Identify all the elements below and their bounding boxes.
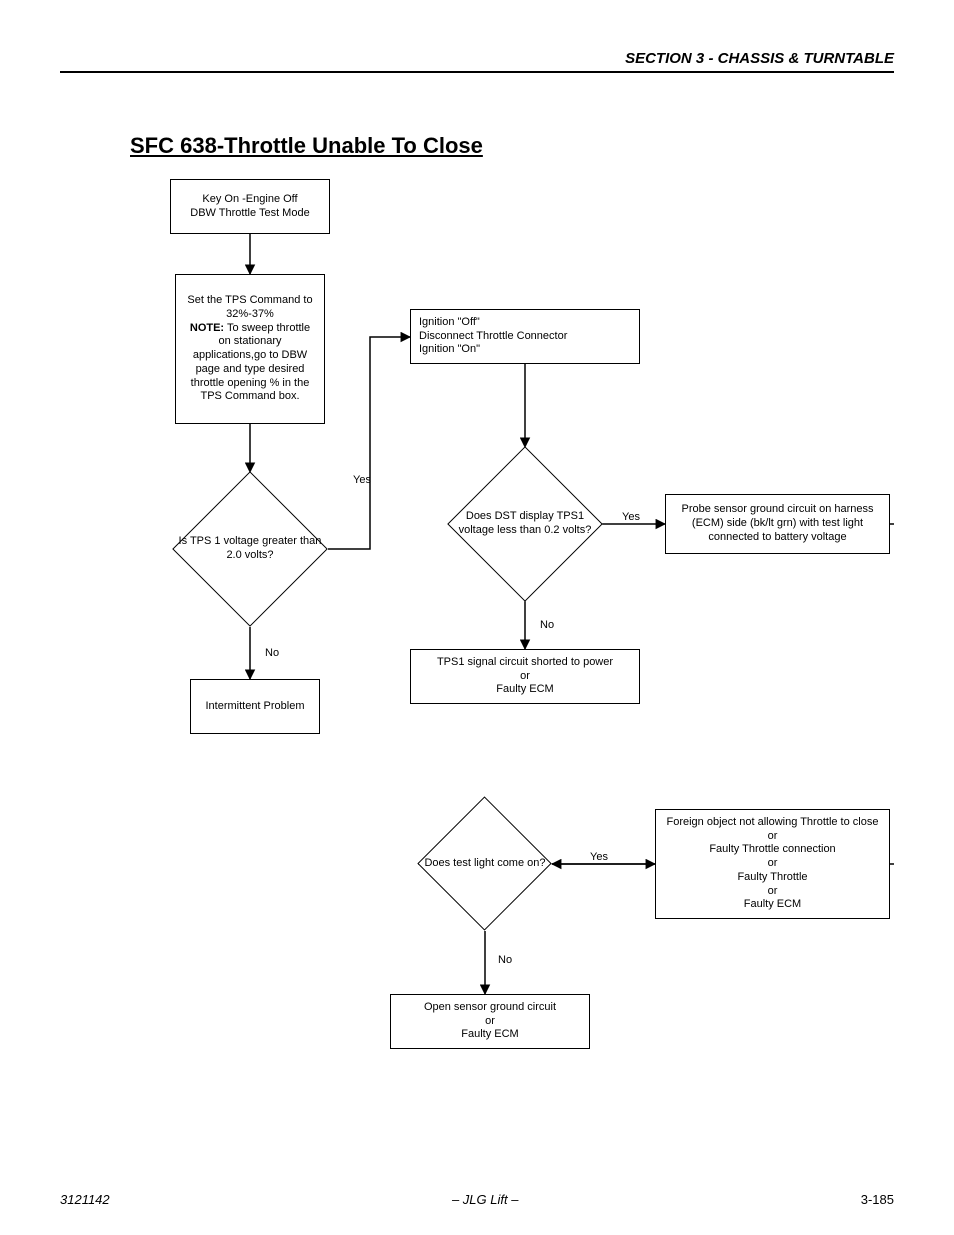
page-number: 3-185 [861,1192,894,1207]
flow-box-foreign: Foreign object not allowing Throttle to … [655,809,890,919]
flowchart: YesNoYesNoYesNoKey On -Engine OffDBW Thr… [60,169,894,1129]
doc-number: 3121142 [60,1192,110,1207]
flow-box-open_ground: Open sensor ground circuitorFaulty ECM [390,994,590,1049]
flow-decision-test_light: Does test light come on? [418,797,552,931]
section-header: SECTION 3 - CHASSIS & TURNTABLE [60,50,894,73]
flow-box-start: Key On -Engine OffDBW Throttle Test Mode [170,179,330,234]
flow-box-intermittent: Intermittent Problem [190,679,320,734]
flow-box-ignition: Ignition "Off"Disconnect Throttle Connec… [410,309,640,364]
flow-decision-dst_02: Does DST display TPS1 voltage less than … [447,446,603,602]
flow-decision-tps1_gt2: Is TPS 1 voltage greater than 2.0 volts? [172,471,328,627]
flow-box-tps1_short: TPS1 signal circuit shorted to powerorFa… [410,649,640,704]
flow-box-probe: Probe sensor ground circuit on harness (… [665,494,890,554]
flow-box-set_tps: Set the TPS Command to 32%-37%NOTE: To s… [175,274,325,424]
page-footer: 3121142 – JLG Lift – 3-185 [60,1192,894,1207]
footer-center: – JLG Lift – [110,1192,861,1207]
page-title: SFC 638-Throttle Unable To Close [130,133,894,159]
